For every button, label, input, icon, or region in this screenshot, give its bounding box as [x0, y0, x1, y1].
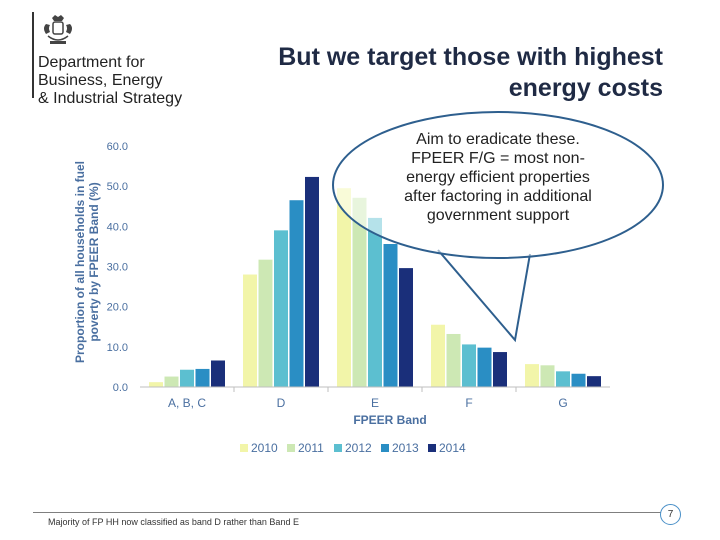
bar-2012-abc	[180, 369, 194, 387]
bar-2011-f	[446, 333, 461, 387]
bar-2011-g	[540, 365, 555, 387]
dept-name-line-2: Business, Energy	[38, 72, 163, 89]
legend-swatch-2012	[334, 444, 342, 452]
bar-2014-abc	[211, 360, 225, 387]
bar-2011-d	[258, 259, 273, 387]
y-tick-label: 20.0	[107, 302, 128, 314]
bar-2010-abc	[149, 382, 163, 387]
bar-2013-g	[571, 373, 586, 387]
bar-2010-f	[431, 324, 445, 387]
bar-2014-e	[399, 268, 413, 387]
callout-line-4: after factoring in additional	[404, 188, 592, 205]
y-tick-label: 0.0	[113, 382, 128, 394]
legend-label-2013: 2013	[392, 441, 419, 455]
bar-2014-f	[493, 352, 507, 387]
x-axis-title: FPEER Band	[353, 413, 426, 427]
dept-name-line-1: Department for	[38, 54, 145, 71]
footnote: Majority of FP HH now classified as band…	[48, 517, 299, 527]
royal-crest-icon	[44, 15, 72, 44]
callout-line-5: government support	[426, 207, 570, 224]
x-tick-label: E	[371, 396, 379, 410]
callout-line-2: FPEER F/G = most non-	[411, 150, 585, 167]
bar-2012-d	[274, 230, 288, 387]
dept-logo: Department for Business, Energy & Indust…	[30, 12, 200, 107]
page-number: 7	[660, 504, 681, 525]
footer-divider	[33, 512, 665, 513]
slide-title: But we target those with highest energy …	[278, 42, 663, 104]
y-tick-label: 40.0	[107, 221, 128, 233]
legend-swatch-2010	[240, 444, 248, 452]
bar-2012-e	[368, 217, 382, 387]
callout-text: Aim to eradicate these. FPEER F/G = most…	[378, 130, 618, 225]
bar-2013-abc	[195, 368, 210, 387]
dept-name-line-3: & Industrial Strategy	[38, 90, 183, 107]
x-tick-label: G	[558, 396, 567, 410]
bar-2011-abc	[164, 376, 179, 387]
x-tick-label: D	[277, 396, 286, 410]
slide-title-line-1: But we target those with highest	[278, 43, 663, 71]
legend-label-2014: 2014	[439, 441, 466, 455]
y-axis-title-line-2: poverty by FPEER Band (%)	[87, 182, 101, 341]
bar-2014-d	[305, 176, 319, 387]
legend-swatch-2011	[287, 444, 295, 452]
callout-pointer	[437, 249, 531, 343]
y-axis-title-line-1: Proportion of all households in fuel	[73, 161, 87, 363]
bar-2010-e	[337, 188, 351, 387]
bar-2010-g	[525, 364, 539, 387]
bar-2014-g	[587, 376, 601, 387]
y-tick-label: 10.0	[107, 342, 128, 354]
logo-divider	[32, 12, 34, 98]
legend-label-2012: 2012	[345, 441, 372, 455]
bar-2013-d	[289, 200, 304, 387]
callout-line-1: Aim to eradicate these.	[416, 131, 580, 148]
slide-title-line-2: energy costs	[508, 74, 663, 102]
bar-2013-e	[383, 244, 398, 387]
callout-bubble	[332, 111, 664, 259]
y-tick-label: 30.0	[107, 262, 128, 274]
bar-2012-g	[556, 371, 570, 387]
bar-2011-e	[352, 197, 367, 387]
bar-2013-f	[477, 347, 492, 387]
x-tick-label: A, B, C	[168, 396, 206, 410]
bar-2012-f	[462, 344, 476, 387]
legend-swatch-2014	[428, 444, 436, 452]
x-tick-label: F	[465, 396, 472, 410]
y-tick-label: 60.0	[107, 141, 128, 153]
y-tick-label: 50.0	[107, 181, 128, 193]
bar-2010-d	[243, 274, 257, 387]
legend-label-2010: 2010	[251, 441, 278, 455]
callout-line-3: energy efficient properties	[406, 169, 590, 186]
legend-swatch-2013	[381, 444, 389, 452]
legend-label-2011: 2011	[298, 441, 324, 455]
